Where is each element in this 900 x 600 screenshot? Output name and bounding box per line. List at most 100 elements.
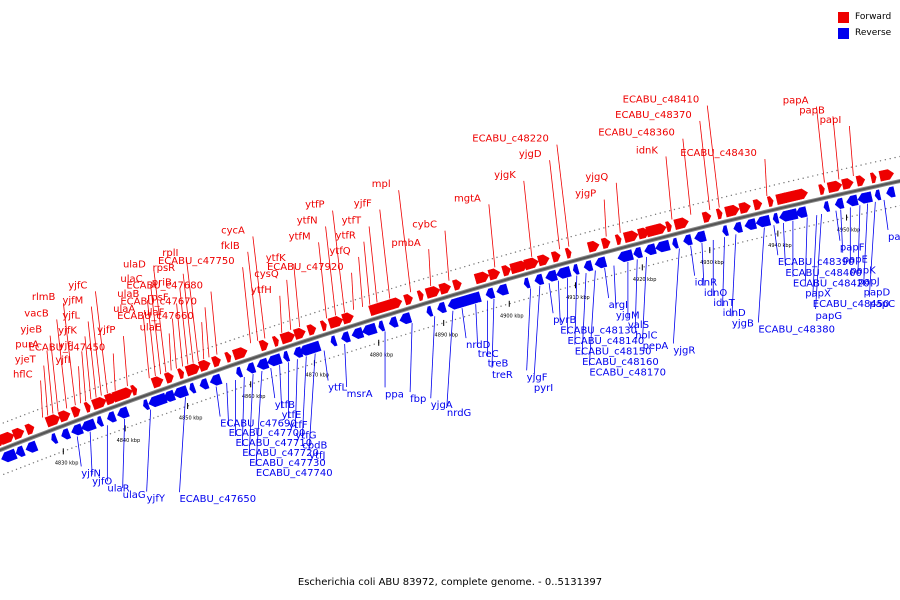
track-dot — [505, 254, 507, 256]
reverse-gene-arrow — [256, 357, 270, 370]
track-dot — [794, 228, 796, 231]
track-dot — [730, 194, 733, 197]
track-dot — [249, 383, 251, 386]
forward-leader-line — [682, 138, 692, 215]
track-dot — [560, 288, 562, 291]
track-dot — [244, 385, 247, 387]
track-dot — [19, 415, 22, 418]
reverse-leader-line — [883, 199, 889, 230]
forward-gene-arrow — [416, 290, 424, 302]
legend-reverse-label: Reverse — [855, 28, 892, 38]
reverse-gene-arrow — [733, 221, 743, 233]
track-dot — [874, 161, 877, 163]
forward-gene-label: ytfQ — [329, 246, 350, 257]
reverse-gene-arrow — [772, 212, 780, 224]
forward-gene-arrow — [701, 211, 712, 223]
reverse-leader-line — [773, 225, 779, 256]
track-dot — [3, 473, 5, 476]
track-dot — [680, 256, 683, 258]
reverse-gene-arrow — [857, 191, 873, 204]
reverse-gene-label: ulaG — [123, 490, 146, 501]
forward-leader-line — [176, 303, 183, 367]
track-dot — [193, 352, 196, 354]
reverse-gene-arrow — [148, 392, 168, 408]
reverse-gene-arrow — [594, 256, 608, 269]
track-dot — [84, 442, 86, 445]
reverse-gene-label: ECABU_c48140 — [568, 336, 645, 347]
reverse-gene-label: yjfY — [147, 494, 166, 505]
forward-gene-arrow — [738, 202, 751, 214]
forward-leader-line — [351, 272, 354, 310]
track-dot — [218, 394, 220, 396]
legend-forward-label: Forward — [855, 12, 892, 22]
track-dot — [788, 180, 790, 183]
track-dot — [631, 219, 633, 222]
track-dot — [45, 457, 47, 459]
track-dot — [773, 184, 776, 186]
forward-leader-line — [556, 144, 570, 247]
track-dot — [802, 177, 804, 179]
track-dot — [341, 303, 343, 305]
track-dot — [198, 350, 200, 352]
forward-gene-arrow — [211, 355, 221, 368]
forward-gene-label: yjfF — [354, 199, 372, 210]
reverse-leader-line — [248, 373, 254, 456]
forward-gene-label: ECABU_c48360 — [598, 128, 675, 139]
forward-gene-arrow — [44, 414, 61, 428]
track-dot — [264, 327, 267, 330]
track-dot — [683, 206, 685, 208]
forward-leader-line — [665, 156, 673, 220]
track-dot — [542, 243, 544, 246]
forward-gene-label: papB — [799, 105, 825, 116]
track-dot — [7, 471, 9, 474]
forward-leader-line — [603, 199, 607, 237]
track-dot — [300, 316, 303, 318]
forward-leader-line — [210, 291, 218, 355]
track-dot — [889, 157, 891, 160]
forward-gene-arrow — [600, 237, 611, 249]
forward-gene-arrow — [163, 372, 174, 384]
track-dot — [620, 272, 622, 274]
forward-leader-line — [150, 285, 162, 375]
track-dot — [135, 423, 138, 425]
track-dot — [740, 192, 742, 194]
reverse-gene-arrow — [744, 218, 758, 230]
track-dot — [15, 468, 18, 471]
forward-gene-arrow — [90, 396, 107, 411]
tick-label: 4950 kbp — [837, 227, 861, 233]
track-dot — [671, 258, 673, 261]
track-dot — [355, 349, 358, 351]
track-dot — [473, 263, 475, 265]
track-dot — [584, 232, 586, 234]
forward-gene-arrow — [177, 368, 185, 380]
track-dot — [363, 296, 366, 298]
reverse-gene-label: idnO — [704, 288, 727, 299]
forward-gene-label: ulaE — [140, 322, 162, 333]
track-dot — [359, 297, 361, 300]
track-dot — [593, 229, 596, 232]
tick-label: 4870 kbp — [305, 373, 329, 379]
track-dot — [643, 266, 645, 268]
track-dot — [288, 370, 291, 373]
track-dot — [262, 379, 264, 381]
forward-gene-label: ECABU_c48410 — [623, 95, 700, 106]
forward-leader-line — [182, 273, 194, 363]
reverse-leader-line — [89, 431, 93, 475]
track-dot — [441, 322, 443, 325]
reverse-gene-label: papJ — [858, 276, 880, 287]
forward-gene-label: yjfK — [58, 325, 77, 336]
reverse-leader-line — [835, 210, 841, 241]
track-dot — [296, 317, 298, 320]
track-dot — [837, 218, 839, 221]
forward-gene-label: ECABU_c47450 — [29, 342, 106, 353]
reverse-gene-label: msrA — [347, 389, 373, 400]
track-dot — [136, 372, 139, 374]
legend-reverse: Reverse — [838, 25, 891, 41]
track-dot — [756, 237, 758, 240]
forward-gene-label: yjfI — [55, 355, 70, 366]
forward-gene-arrow — [586, 240, 600, 253]
track-dot — [482, 310, 484, 313]
reverse-gene-arrow — [1, 448, 18, 463]
track-dot — [718, 247, 720, 249]
